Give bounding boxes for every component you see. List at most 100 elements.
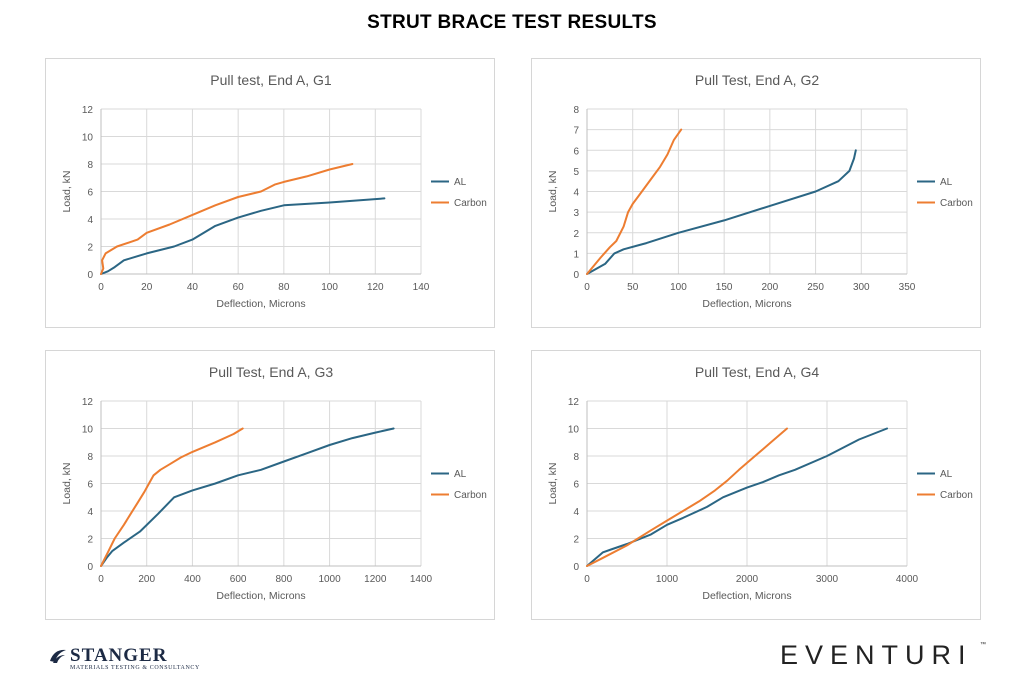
x-tick-label: 1000 (318, 574, 341, 585)
y-tick-label: 2 (573, 229, 579, 240)
chart-panel-g1: Pull test, End A, G1 0 2 4 6 8 10 12 0 20 40 60 80 10… (45, 58, 495, 328)
y-tick-label: 4 (87, 215, 93, 226)
legend-label-carbon: Carbon (454, 198, 487, 209)
x-tick-label: 600 (230, 574, 247, 585)
y-axis-label: Load, kN (61, 462, 73, 504)
chart-svg: Pull test, End A, G1 0 2 4 6 8 10 12 0 20 40 60 80 10… (61, 72, 487, 310)
x-tick-label: 0 (584, 282, 590, 293)
x-tick-label: 0 (584, 574, 590, 585)
y-tick-label: 8 (573, 452, 579, 463)
series-line-carbon (586, 128, 683, 275)
x-tick-label: 100 (321, 282, 338, 293)
x-tick-label: 1200 (364, 574, 387, 585)
legend-label-al: AL (454, 177, 467, 188)
eventuri-logo-name: EVENTURI (780, 640, 973, 670)
x-tick-label: 400 (184, 574, 201, 585)
series-line-carbon (100, 163, 354, 275)
x-tick-label: 0 (98, 574, 104, 585)
x-tick-label: 140 (413, 282, 430, 293)
y-tick-label: 10 (82, 425, 94, 436)
y-tick-label: 8 (573, 105, 579, 116)
eventuri-logo-tm: ™ (980, 642, 986, 648)
stanger-logo: STANGER MATERIALS TESTING & CONSULTANCY (48, 645, 208, 675)
y-tick-label: 2 (87, 535, 93, 546)
x-tick-label: 0 (98, 282, 104, 293)
x-axis-label: Deflection, Microns (702, 590, 791, 602)
x-tick-label: 50 (627, 282, 639, 293)
chart-svg: Pull Test, End A, G3 0 2 4 6 8 10 12 0 200 400 600 8… (61, 364, 487, 602)
y-tick-label: 4 (573, 507, 579, 518)
chart-title: Pull Test, End A, G2 (695, 72, 819, 88)
series-line-al (586, 149, 857, 275)
stanger-logo-tagline: MATERIALS TESTING & CONSULTANCY (70, 665, 200, 671)
y-tick-label: 12 (82, 397, 94, 408)
chart-panel-g2: Pull Test, End A, G2 0 1 2 3 4 5 6 7 8 0 50 100 150 20… (531, 58, 981, 328)
x-tick-label: 60 (233, 282, 245, 293)
x-tick-label: 200 (138, 574, 155, 585)
x-tick-label: 350 (899, 282, 916, 293)
y-axis-label: Load, kN (547, 170, 559, 212)
chart-panel-g3: Pull Test, End A, G3 0 2 4 6 8 10 12 0 200 400 600 8… (45, 350, 495, 620)
x-tick-label: 1400 (410, 574, 433, 585)
chart-svg: Pull Test, End A, G4 0 2 4 6 8 10 12 0 1000 2000 30… (547, 364, 973, 602)
legend-label-carbon: Carbon (940, 490, 973, 501)
x-tick-label: 1000 (656, 574, 679, 585)
x-tick-label: 3000 (816, 574, 839, 585)
x-axis-label: Deflection, Microns (216, 590, 305, 602)
y-tick-label: 6 (87, 480, 93, 491)
y-tick-label: 5 (573, 167, 579, 178)
y-tick-label: 6 (573, 480, 579, 491)
y-tick-label: 8 (87, 452, 93, 463)
series-line-carbon (100, 427, 244, 567)
y-tick-label: 6 (87, 188, 93, 199)
legend-label-al: AL (454, 469, 467, 480)
chart-svg: Pull Test, End A, G2 0 1 2 3 4 5 6 7 8 0 50 100 150 20… (547, 72, 973, 310)
y-tick-label: 0 (573, 270, 579, 281)
y-axis-label: Load, kN (61, 170, 73, 212)
y-tick-label: 1 (573, 249, 579, 260)
x-tick-label: 40 (187, 282, 199, 293)
x-tick-label: 200 (762, 282, 779, 293)
y-tick-label: 0 (87, 270, 93, 281)
chart-title: Pull test, End A, G1 (210, 72, 332, 88)
y-tick-label: 4 (573, 188, 579, 199)
eventuri-logo: EVENTURI ™ (780, 640, 990, 674)
stanger-logo-icon (50, 649, 66, 663)
x-tick-label: 100 (670, 282, 687, 293)
x-tick-label: 250 (807, 282, 824, 293)
y-axis-label: Load, kN (547, 462, 559, 504)
chart-title: Pull Test, End A, G4 (695, 364, 819, 380)
y-tick-label: 4 (87, 507, 93, 518)
x-tick-label: 20 (141, 282, 153, 293)
chart-title: Pull Test, End A, G3 (209, 364, 333, 380)
series-line-al (586, 427, 888, 567)
legend-label-al: AL (940, 469, 953, 480)
y-tick-label: 7 (573, 126, 579, 137)
x-axis-label: Deflection, Microns (702, 298, 791, 310)
series-line-al (100, 197, 386, 275)
page-title: STRUT BRACE TEST RESULTS (367, 12, 657, 33)
chart-panel-g4: Pull Test, End A, G4 0 2 4 6 8 10 12 0 1000 2000 30… (531, 350, 981, 620)
legend-label-carbon: Carbon (454, 490, 487, 501)
y-tick-label: 12 (568, 397, 580, 408)
x-tick-label: 80 (278, 282, 290, 293)
y-tick-label: 2 (573, 535, 579, 546)
x-tick-label: 150 (716, 282, 733, 293)
y-tick-label: 10 (568, 425, 580, 436)
y-tick-label: 0 (87, 562, 93, 573)
y-tick-label: 3 (573, 208, 579, 219)
series-line-al (100, 427, 395, 567)
x-tick-label: 2000 (736, 574, 759, 585)
x-tick-label: 800 (276, 574, 293, 585)
y-tick-label: 12 (82, 105, 94, 116)
y-tick-label: 0 (573, 562, 579, 573)
series-line-carbon (586, 427, 788, 567)
x-tick-label: 4000 (896, 574, 919, 585)
x-tick-label: 300 (853, 282, 870, 293)
stanger-logo-name: STANGER (70, 645, 168, 666)
legend-label-al: AL (940, 177, 953, 188)
y-tick-label: 2 (87, 243, 93, 254)
y-tick-label: 10 (82, 133, 94, 144)
y-tick-label: 8 (87, 160, 93, 171)
x-axis-label: Deflection, Microns (216, 298, 305, 310)
